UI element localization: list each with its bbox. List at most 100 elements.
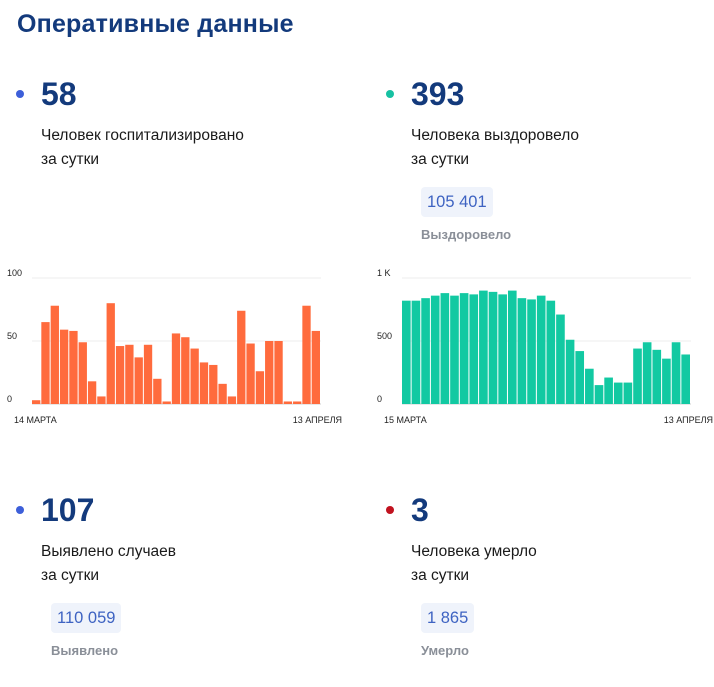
hospitalized-chart-bar <box>153 378 162 404</box>
hospitalized-line1: Человек госпитализировано <box>41 127 244 144</box>
cases-stat: 107 Выявлено случаев за сутки 110 059 Вы… <box>16 492 336 672</box>
hospitalized-chart-bar <box>69 330 78 404</box>
hospitalized-description: Человек госпитализировано за сутки <box>41 124 331 172</box>
hospitalized-chart-bar <box>78 342 87 404</box>
deaths-total-label: Умерло <box>421 643 469 658</box>
recovered-description: Человека выздоровело за сутки <box>411 124 701 172</box>
deaths-dot <box>386 506 394 514</box>
recovered-chart-bar <box>402 300 411 404</box>
recovered-value: 393 <box>411 76 465 112</box>
recovered-chart-bar <box>681 354 690 404</box>
recovered-chart-y-tick-label: 500 <box>377 331 392 341</box>
deaths-line2: за сутки <box>411 567 470 584</box>
recovered-chart-bar <box>662 358 671 404</box>
recovered-chart-y-tick-label: 1 K <box>377 268 391 278</box>
recovered-line1: Человека выздоровело <box>411 127 580 144</box>
page-title: Оперативные данные <box>17 10 294 38</box>
cases-description: Выявлено случаев за сутки <box>41 540 331 588</box>
recovered-chart-bar <box>411 300 421 404</box>
recovered-chart-x-end-label: 13 АПРЕЛЯ <box>664 415 713 425</box>
recovered-total-badge: 105 401 <box>421 187 493 217</box>
hospitalized-chart-x-start-label: 14 МАРТА <box>14 415 57 425</box>
deaths-line1: Человека умерло <box>411 543 537 560</box>
hospitalized-chart-bar <box>190 348 199 404</box>
recovered-chart-bar <box>507 290 517 404</box>
hospitalized-line2: за сутки <box>41 151 100 168</box>
recovered-chart-y-tick-label: 0 <box>377 394 382 404</box>
recovered-chart-bar <box>450 295 459 404</box>
cases-total-label: Выявлено <box>51 643 119 658</box>
hospitalized-chart-bar <box>293 401 302 404</box>
hospitalized-chart-bar <box>125 344 134 404</box>
hospitalized-chart-y-tick-label: 100 <box>7 268 22 278</box>
recovered-total-label: Выздоровело <box>421 227 512 242</box>
hospitalized-chart-bar <box>218 383 227 404</box>
recovered-chart-bar <box>469 294 479 404</box>
recovered-stat: 393 Человека выздоровело за сутки 105 40… <box>386 76 706 256</box>
hospitalized-chart-bar <box>283 401 293 404</box>
hospitalized-chart-bar <box>255 371 265 404</box>
hospitalized-chart-bar <box>274 341 283 404</box>
hospitalized-chart-x-end-label: 13 АПРЕЛЯ <box>293 415 342 425</box>
hospitalized-chart-bar <box>59 329 69 404</box>
recovered-chart-bar <box>585 368 594 404</box>
recovered-chart-bar <box>613 382 623 404</box>
hospitalized-chart-bar <box>41 322 50 404</box>
hospitalized-chart-bar <box>162 401 171 404</box>
recovered-chart-bar <box>488 291 498 404</box>
hospitalized-chart-bar <box>143 344 153 404</box>
hospitalized-chart-bar <box>181 337 190 404</box>
recovered-chart-bar <box>498 294 507 404</box>
cases-total-badge: 110 059 <box>51 603 122 633</box>
recovered-chart-bar <box>421 298 430 404</box>
recovered-chart-bar <box>604 377 613 404</box>
recovered-chart-bar <box>517 298 527 404</box>
deaths-value: 3 <box>411 492 429 528</box>
cases-line2: за сутки <box>41 567 100 584</box>
hospitalized-chart-bar <box>50 305 59 404</box>
recovered-chart-bar <box>623 382 633 404</box>
recovered-chart-bar <box>459 293 469 404</box>
deaths-total-badge: 1 865 <box>421 603 475 633</box>
recovered-chart-bar <box>565 339 575 404</box>
recovered-chart-bar <box>536 295 546 404</box>
hospitalized-bar-chart: 100 50 0 14 МАРТА 13 АПРЕЛЯ <box>7 268 342 425</box>
hospitalized-chart-bar <box>32 400 41 404</box>
recovered-chart-bar <box>633 348 642 404</box>
hospitalized-chart-bar <box>199 362 209 404</box>
recovered-chart-bar <box>546 300 556 404</box>
recovered-chart-bar <box>440 293 450 404</box>
hospitalized-chart-bar <box>311 330 320 404</box>
hospitalized-chart-bar <box>246 343 255 404</box>
hospitalized-chart-bar <box>237 310 246 404</box>
hospitalized-chart-bar <box>97 396 106 404</box>
cases-line1: Выявлено случаев <box>41 543 176 560</box>
recovered-chart-bar <box>575 351 585 404</box>
hospitalized-chart-bar <box>87 381 97 404</box>
recovered-chart-bar <box>642 342 652 404</box>
cases-value: 107 <box>41 492 95 528</box>
recovered-chart-bar <box>527 299 536 404</box>
hospitalized-chart-bar <box>227 396 237 404</box>
hospitalized-chart-bar <box>106 303 115 404</box>
recovered-chart-x-start-label: 15 МАРТА <box>384 415 427 425</box>
recovered-chart-bar <box>594 385 604 404</box>
hospitalized-stat: 58 Человек госпитализировано за сутки <box>16 76 336 186</box>
recovered-chart-bar <box>652 349 662 404</box>
hospitalized-chart-bar <box>134 357 143 404</box>
hospitalized-chart-bar <box>265 341 274 404</box>
hospitalized-chart-y-tick-label: 50 <box>7 331 17 341</box>
recovered-chart-bar <box>556 314 565 404</box>
hospitalized-dot <box>16 90 24 98</box>
recovered-dot <box>386 90 394 98</box>
recovered-chart-bar <box>430 295 440 404</box>
cases-dot <box>16 506 24 514</box>
deaths-description: Человека умерло за сутки <box>411 540 701 588</box>
recovered-chart-bar <box>671 342 681 404</box>
hospitalized-value: 58 <box>41 76 77 112</box>
recovered-line2: за сутки <box>411 151 470 168</box>
hospitalized-chart-bar <box>302 305 311 404</box>
recovered-bar-chart: 1 K 500 0 15 МАРТА 13 АПРЕЛЯ <box>377 268 713 425</box>
hospitalized-chart-bar <box>209 364 218 404</box>
hospitalized-chart-bar <box>171 333 181 404</box>
